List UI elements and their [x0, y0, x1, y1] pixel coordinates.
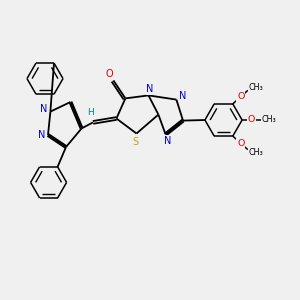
Text: O: O — [106, 69, 114, 79]
Text: N: N — [146, 84, 154, 94]
Text: N: N — [179, 91, 187, 101]
Text: N: N — [38, 130, 45, 140]
Text: O: O — [237, 139, 244, 148]
Text: CH₃: CH₃ — [249, 148, 264, 157]
Text: S: S — [132, 137, 138, 147]
Text: H: H — [87, 108, 94, 117]
Text: CH₃: CH₃ — [249, 83, 264, 92]
Text: CH₃: CH₃ — [262, 116, 277, 124]
Text: N: N — [164, 136, 172, 146]
Text: N: N — [40, 104, 47, 114]
Text: O: O — [237, 92, 244, 101]
Text: O: O — [248, 116, 255, 124]
